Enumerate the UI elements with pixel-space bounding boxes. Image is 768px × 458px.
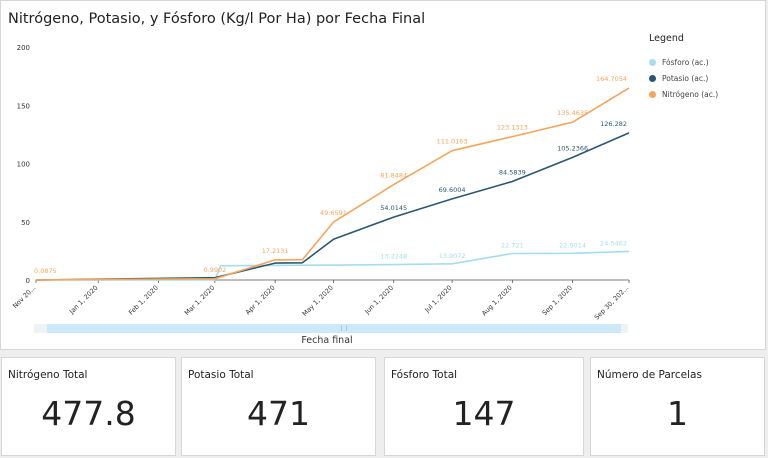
kpi-label: Potasio Total xyxy=(188,369,254,381)
data-label: 17.2131 xyxy=(262,247,289,255)
data-label: 54.0145 xyxy=(380,204,407,212)
legend-label: Nitrógeno (ac.) xyxy=(662,89,719,99)
kpi-label: Nitrógeno Total xyxy=(8,369,88,381)
kpi-value: 471 xyxy=(247,394,310,433)
x-tick-label: Aug 1, 2020 xyxy=(480,284,514,318)
data-label: 126.282 xyxy=(600,120,627,128)
data-label: 84.5839 xyxy=(499,168,526,176)
kpi-value: 1 xyxy=(667,394,688,433)
data-label: 135.4635 xyxy=(557,109,588,117)
kpi-nitrogeno-total: Nitrógeno Total 477.8 xyxy=(1,357,176,456)
kpi-numero-parcelas: Número de Parcelas 1 xyxy=(590,357,765,456)
data-label: 105.2366 xyxy=(557,144,588,152)
kpi-label: Fósforo Total xyxy=(391,369,458,381)
y-tick-label: 100 xyxy=(17,161,30,169)
scrollbar-thumb[interactable] xyxy=(47,324,621,333)
y-tick-label: 200 xyxy=(17,44,30,52)
data-label: 22.721 xyxy=(501,242,524,250)
series-line-1[interactable] xyxy=(35,132,630,281)
legend-dot-icon xyxy=(649,74,656,82)
series-line-2[interactable] xyxy=(35,87,630,281)
legend-item-nitrogeno[interactable]: Nitrógeno (ac.) xyxy=(649,86,765,102)
series-line-0[interactable] xyxy=(36,250,630,281)
line-chart[interactable]: 0 50 100 150 200 Nov 20... Jan 1, 2020 Feb 1, 2… xyxy=(1,1,767,351)
kpi-fosforo-total: Fósforo Total 147 xyxy=(384,357,584,456)
y-tick-label: 0 xyxy=(26,277,30,285)
data-label: 164.7054 xyxy=(596,75,627,83)
data-label: 0.0875 xyxy=(34,267,57,275)
data-label: 13.2248 xyxy=(380,253,407,261)
chart-panel: Nitrógeno, Potasio, y Fósforo (Kg/l Por … xyxy=(0,0,766,350)
kpi-potasio-total: Potasio Total 471 xyxy=(181,357,376,456)
x-tick-label: Jun 1, 2020 xyxy=(363,284,396,317)
data-label: 24.5462 xyxy=(600,239,627,247)
kpi-value: 477.8 xyxy=(41,394,136,433)
x-tick-label: Nov 20... xyxy=(11,284,37,310)
legend: Legend Fósforo (ac.) Potasio (ac.) Nitró… xyxy=(649,33,765,102)
y-tick-label: 150 xyxy=(17,102,30,110)
legend-item-fosforo[interactable]: Fósforo (ac.) xyxy=(649,54,765,70)
kpi-value: 147 xyxy=(452,394,516,433)
grip-icon[interactable] xyxy=(341,326,347,331)
legend-label: Fósforo (ac.) xyxy=(662,57,709,67)
x-axis-title: Fecha final xyxy=(301,335,353,346)
legend-label: Potasio (ac.) xyxy=(662,73,709,83)
x-tick-label: Sep 30, 202... xyxy=(593,284,631,322)
data-label: 13.9072 xyxy=(439,252,466,260)
legend-dot-icon xyxy=(649,90,656,98)
x-tick-label: May 1, 2020 xyxy=(301,284,335,318)
data-label: 22.9014 xyxy=(559,241,586,249)
kpi-label: Número de Parcelas xyxy=(597,369,702,381)
legend-title: Legend xyxy=(649,33,684,44)
x-tick-label: Apr 1, 2020 xyxy=(244,284,277,317)
data-label: 81.8484 xyxy=(380,172,407,180)
data-label: 123.1313 xyxy=(497,124,528,132)
data-label: 0.9902 xyxy=(203,266,226,274)
data-label: 49.6591 xyxy=(320,209,347,217)
x-tick-label: Feb 1, 2020 xyxy=(127,284,160,317)
x-tick-label: Jul 1, 2020 xyxy=(423,284,454,315)
chart-zoom-scrollbar[interactable] xyxy=(34,324,628,333)
data-label: 69.6004 xyxy=(439,186,466,194)
chart-title: Nitrógeno, Potasio, y Fósforo (Kg/l Por … xyxy=(8,11,426,27)
legend-dot-icon xyxy=(649,58,656,66)
x-tick-label: Jan 1, 2020 xyxy=(67,284,99,316)
data-label: 111.0163 xyxy=(437,138,468,146)
legend-item-potasio[interactable]: Potasio (ac.) xyxy=(649,70,765,86)
x-tick-label: Mar 1, 2020 xyxy=(183,284,216,317)
x-tick-label: Sep 1, 2020 xyxy=(541,284,574,317)
y-tick-label: 50 xyxy=(21,219,30,227)
